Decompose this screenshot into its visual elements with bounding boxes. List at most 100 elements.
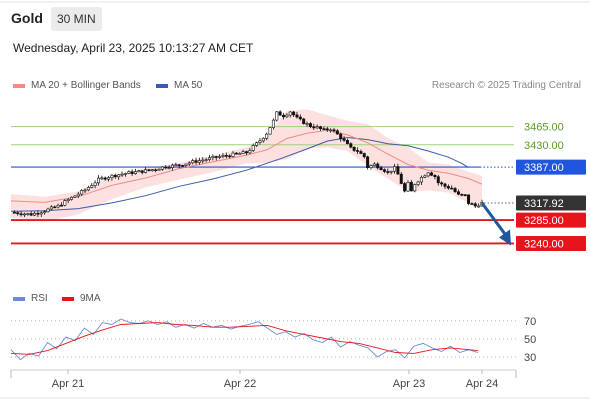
candle xyxy=(329,128,333,133)
candle-down xyxy=(430,172,434,176)
candle xyxy=(238,152,242,155)
candle xyxy=(369,164,373,170)
candle xyxy=(228,154,232,159)
candle xyxy=(170,163,174,171)
candle xyxy=(59,202,63,207)
candle-down xyxy=(386,171,390,173)
candle-down xyxy=(228,155,232,158)
candle xyxy=(261,137,265,143)
candle-up xyxy=(43,211,47,214)
candle xyxy=(107,176,111,182)
timeframe-button[interactable]: 30 MIN xyxy=(51,7,102,31)
candle-up xyxy=(127,171,131,174)
candle xyxy=(453,186,457,193)
level-label-4: 3285.00 xyxy=(516,212,586,228)
candle xyxy=(382,168,386,174)
candle xyxy=(248,148,252,155)
candle-down xyxy=(359,151,363,154)
candle xyxy=(268,127,272,135)
candle xyxy=(43,210,47,215)
candle xyxy=(123,172,127,177)
candle xyxy=(204,157,208,163)
candle xyxy=(295,111,299,119)
candle xyxy=(332,127,336,133)
candle-up xyxy=(275,111,279,121)
candle xyxy=(419,175,423,185)
level-label-3: 3317.92 xyxy=(516,195,586,211)
candle-down xyxy=(36,212,40,215)
candle xyxy=(372,162,376,167)
candle xyxy=(26,212,30,216)
candle-up xyxy=(251,145,255,151)
candle xyxy=(251,143,255,153)
candle-up xyxy=(265,133,269,139)
candle-down xyxy=(379,167,383,170)
candle xyxy=(396,163,400,175)
candle xyxy=(325,126,329,132)
ma50-legend: MA 50 xyxy=(156,80,202,91)
ma50-line xyxy=(10,136,469,212)
candle xyxy=(389,170,393,175)
candle xyxy=(271,118,275,130)
candle-up xyxy=(83,189,87,192)
candle-down xyxy=(278,111,282,116)
candle-up xyxy=(406,182,410,192)
candle xyxy=(221,152,225,159)
candle xyxy=(278,110,282,116)
candle-down xyxy=(12,211,16,214)
candle-down xyxy=(224,155,228,157)
candle xyxy=(433,173,437,180)
candle xyxy=(423,174,427,179)
candle xyxy=(308,122,312,129)
candle-down xyxy=(181,165,185,167)
candle xyxy=(76,191,80,199)
candle xyxy=(430,171,434,177)
level-label-2: 3387.00 xyxy=(516,159,586,175)
candle xyxy=(477,203,481,208)
candle xyxy=(39,211,43,217)
candle xyxy=(339,132,343,142)
candle xyxy=(177,164,181,169)
candle xyxy=(275,111,279,122)
candle-down xyxy=(292,111,296,116)
candle-up xyxy=(191,160,195,164)
candle-up xyxy=(393,166,397,172)
candle xyxy=(443,182,447,189)
candle-up xyxy=(413,184,417,192)
candle xyxy=(12,210,16,214)
candle xyxy=(63,198,67,207)
candle xyxy=(194,157,198,165)
candle-down xyxy=(433,175,437,178)
x-tick-label: Apr 21 xyxy=(52,378,84,390)
candle-down xyxy=(302,118,306,125)
candle xyxy=(140,170,144,175)
candle-down xyxy=(463,194,467,196)
rsi-ma-swatch xyxy=(62,296,74,301)
candle xyxy=(241,149,245,155)
candle-up xyxy=(248,150,252,154)
candle xyxy=(117,174,121,180)
candle xyxy=(144,166,148,174)
candle-down xyxy=(154,169,158,172)
bollinger-band xyxy=(11,109,482,222)
candle-down xyxy=(342,138,346,141)
forecast-arrow-shaft xyxy=(480,202,508,237)
candle xyxy=(164,165,168,170)
candle xyxy=(66,197,70,204)
candle-up xyxy=(423,175,427,178)
candle-up xyxy=(160,166,164,170)
candle-down xyxy=(103,177,107,180)
resistance-label: 3430.00 xyxy=(524,140,564,152)
candle-down xyxy=(409,182,413,192)
candles xyxy=(12,110,484,218)
candle xyxy=(450,185,454,190)
candle xyxy=(342,135,346,143)
candle-up xyxy=(96,177,100,184)
candle-down xyxy=(322,128,326,130)
candle-down xyxy=(473,203,477,207)
candle xyxy=(218,154,222,160)
level-box xyxy=(516,212,586,228)
candle-up xyxy=(117,174,121,178)
candle xyxy=(83,188,87,194)
